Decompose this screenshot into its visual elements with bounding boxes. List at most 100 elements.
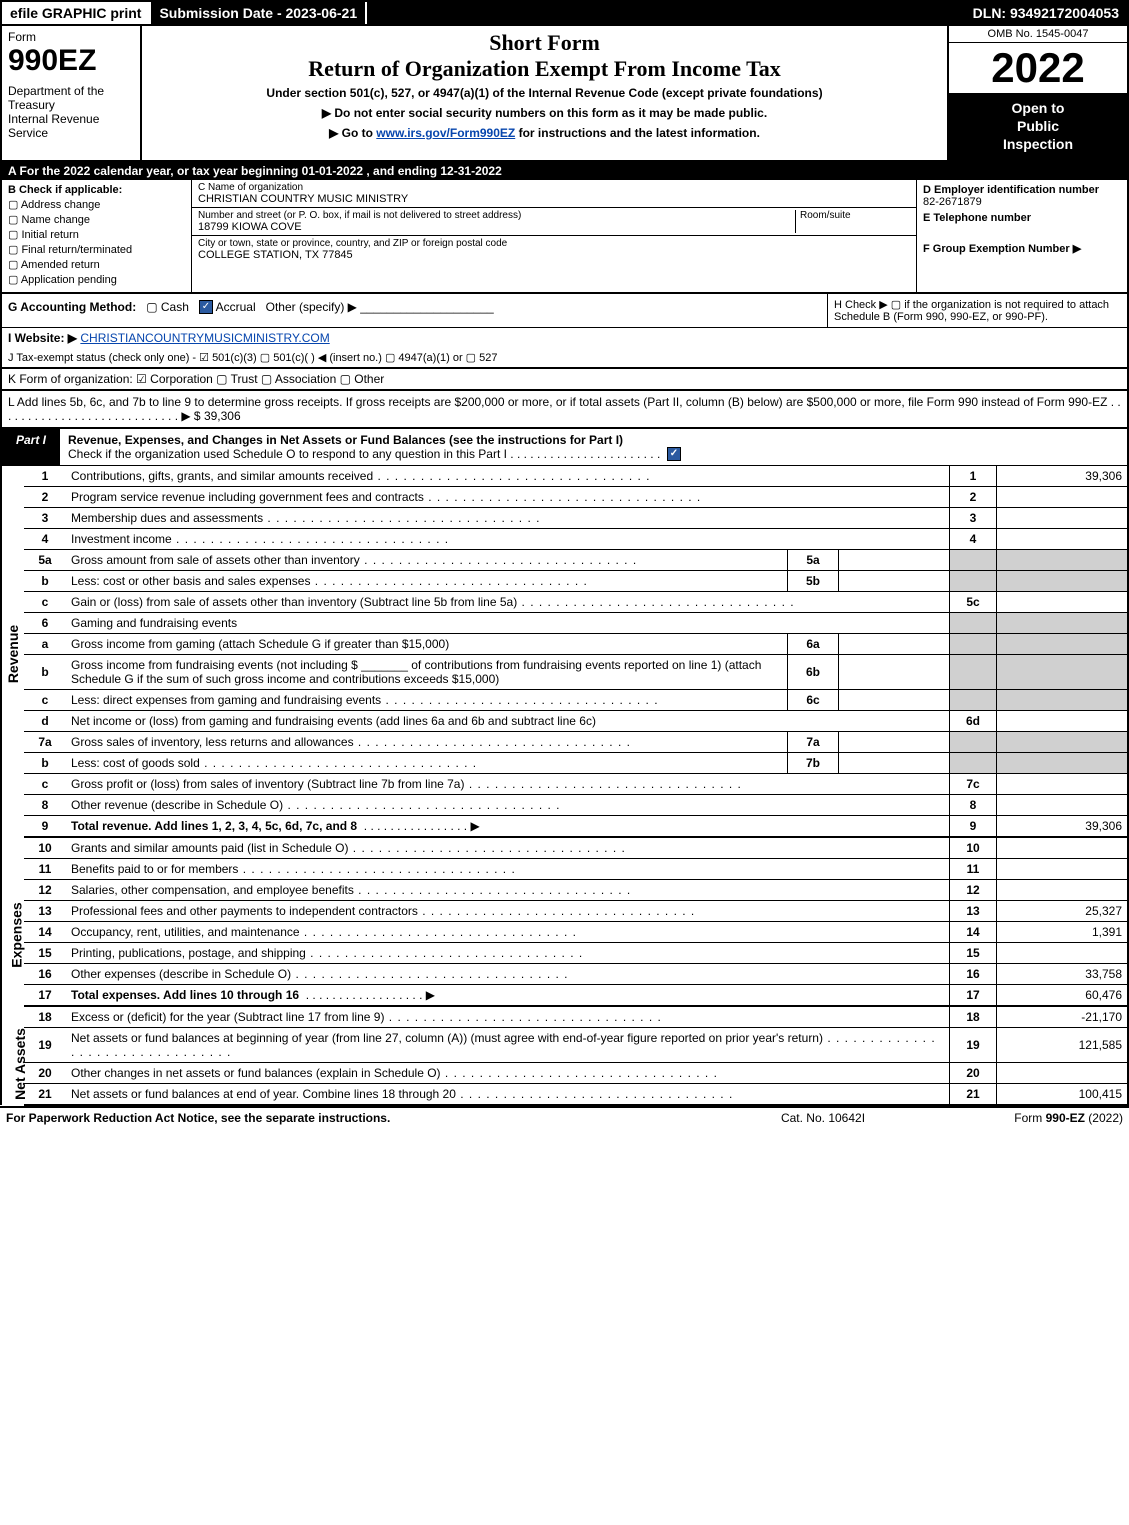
footer-left: For Paperwork Reduction Act Notice, see … bbox=[6, 1111, 723, 1125]
l3-desc: Membership dues and assessments bbox=[66, 508, 950, 529]
l3-val bbox=[997, 508, 1129, 529]
l9-num: 9 bbox=[24, 816, 66, 838]
l9-val: 39,306 bbox=[997, 816, 1129, 838]
city-cell: City or town, state or province, country… bbox=[192, 236, 916, 263]
l4-rnum: 4 bbox=[950, 529, 997, 550]
l7a-rval-grey bbox=[997, 732, 1129, 753]
chk-application-pending[interactable]: ▢ Application pending bbox=[8, 273, 185, 286]
l15-desc: Printing, publications, postage, and shi… bbox=[66, 943, 950, 964]
street-label: Number and street (or P. O. box, if mail… bbox=[198, 210, 795, 221]
part-1-label: Part I bbox=[2, 429, 60, 466]
org-name-cell: C Name of organization CHRISTIAN COUNTRY… bbox=[192, 180, 916, 208]
g-label: G Accounting Method: bbox=[8, 300, 136, 314]
l8-rnum: 8 bbox=[950, 795, 997, 816]
l6b-desc: Gross income from fundraising events (no… bbox=[66, 655, 788, 690]
l10-val bbox=[997, 837, 1129, 859]
row-6b: b Gross income from fundraising events (… bbox=[1, 655, 1128, 690]
chk-initial-return[interactable]: ▢ Initial return bbox=[8, 228, 185, 241]
chk-address-change[interactable]: ▢ Address change bbox=[8, 198, 185, 211]
l11-desc: Benefits paid to or for members bbox=[66, 859, 950, 880]
g-other[interactable]: Other (specify) ▶ bbox=[266, 300, 357, 314]
l9-rnum: 9 bbox=[950, 816, 997, 838]
chk-amended-return[interactable]: ▢ Amended return bbox=[8, 258, 185, 271]
l1-desc: Contributions, gifts, grants, and simila… bbox=[66, 466, 950, 487]
l5c-desc: Gain or (loss) from sale of assets other… bbox=[66, 592, 950, 613]
l10-num: 10 bbox=[24, 837, 66, 859]
g-cash[interactable]: Cash bbox=[161, 300, 189, 314]
row-12: 12 Salaries, other compensation, and emp… bbox=[1, 880, 1128, 901]
l5c-rnum: 5c bbox=[950, 592, 997, 613]
b-label: B Check if applicable: bbox=[8, 184, 185, 196]
l6-desc: Gaming and fundraising events bbox=[66, 613, 950, 634]
l13-desc: Professional fees and other payments to … bbox=[66, 901, 950, 922]
row-10: Expenses 10 Grants and similar amounts p… bbox=[1, 837, 1128, 859]
website-link[interactable]: CHRISTIANCOUNTRYMUSICMINISTRY.COM bbox=[80, 331, 329, 345]
row-21: 21 Net assets or fund balances at end of… bbox=[1, 1084, 1128, 1106]
section-bcd: B Check if applicable: ▢ Address change … bbox=[0, 180, 1129, 294]
l5a-desc: Gross amount from sale of assets other t… bbox=[66, 550, 788, 571]
open-inspection-box: Open to Public Inspection bbox=[949, 93, 1127, 160]
l6c-num: c bbox=[24, 690, 66, 711]
goto-post: for instructions and the latest informat… bbox=[519, 126, 760, 140]
l5c-val bbox=[997, 592, 1129, 613]
l6c-rnum-grey bbox=[950, 690, 997, 711]
l5a-subnum: 5a bbox=[788, 550, 839, 571]
schedule-o-check[interactable]: ✓ bbox=[667, 447, 681, 461]
l5b-rval-grey bbox=[997, 571, 1129, 592]
org-name: CHRISTIAN COUNTRY MUSIC MINISTRY bbox=[198, 193, 910, 205]
g-accrual: Accrual bbox=[216, 300, 256, 314]
row-7a: 7a Gross sales of inventory, less return… bbox=[1, 732, 1128, 753]
chk-final-return[interactable]: ▢ Final return/terminated bbox=[8, 243, 185, 256]
l10-rnum: 10 bbox=[950, 837, 997, 859]
row-15: 15 Printing, publications, postage, and … bbox=[1, 943, 1128, 964]
form-word: Form bbox=[8, 30, 134, 44]
city-value: COLLEGE STATION, TX 77845 bbox=[198, 249, 910, 261]
l6d-num: d bbox=[24, 711, 66, 732]
footer-formno: Form 990-EZ (2022) bbox=[923, 1111, 1123, 1125]
row-11: 11 Benefits paid to or for members 11 bbox=[1, 859, 1128, 880]
part-1-header: Part I Revenue, Expenses, and Changes in… bbox=[0, 429, 1129, 467]
l6a-desc: Gross income from gaming (attach Schedul… bbox=[66, 634, 788, 655]
goto-pre: ▶ Go to bbox=[329, 126, 376, 140]
efile-label[interactable]: efile GRAPHIC print bbox=[2, 2, 151, 24]
row-5c: c Gain or (loss) from sale of assets oth… bbox=[1, 592, 1128, 613]
l14-rnum: 14 bbox=[950, 922, 997, 943]
submission-date: Submission Date - 2023-06-21 bbox=[151, 2, 367, 24]
l6b-subval bbox=[839, 655, 950, 690]
ein-label: D Employer identification number bbox=[923, 184, 1121, 196]
chk-name-change[interactable]: ▢ Name change bbox=[8, 213, 185, 226]
city-label: City or town, state or province, country… bbox=[198, 238, 910, 249]
l20-num: 20 bbox=[24, 1063, 66, 1084]
l10-desc: Grants and similar amounts paid (list in… bbox=[66, 837, 950, 859]
l6a-subval bbox=[839, 634, 950, 655]
open3: Inspection bbox=[953, 135, 1123, 153]
irs-link[interactable]: www.irs.gov/Form990EZ bbox=[376, 126, 515, 140]
row-2: 2 Program service revenue including gove… bbox=[1, 487, 1128, 508]
row-7c: c Gross profit or (loss) from sales of i… bbox=[1, 774, 1128, 795]
l16-val: 33,758 bbox=[997, 964, 1129, 985]
l1-num: 1 bbox=[24, 466, 66, 487]
dept: Department of the Treasury bbox=[8, 84, 134, 112]
row-6d: d Net income or (loss) from gaming and f… bbox=[1, 711, 1128, 732]
g-accrual-check[interactable]: ✓ bbox=[199, 300, 213, 314]
l19-num: 19 bbox=[24, 1028, 66, 1063]
l4-desc: Investment income bbox=[66, 529, 950, 550]
row-6a: a Gross income from gaming (attach Sched… bbox=[1, 634, 1128, 655]
l6d-val bbox=[997, 711, 1129, 732]
l6d-desc: Net income or (loss) from gaming and fun… bbox=[66, 711, 950, 732]
l7b-subval bbox=[839, 753, 950, 774]
row-13: 13 Professional fees and other payments … bbox=[1, 901, 1128, 922]
open2: Public bbox=[953, 117, 1123, 135]
l13-num: 13 bbox=[24, 901, 66, 922]
l7a-desc: Gross sales of inventory, less returns a… bbox=[66, 732, 788, 753]
l15-rnum: 15 bbox=[950, 943, 997, 964]
part-1-title: Revenue, Expenses, and Changes in Net As… bbox=[60, 429, 1127, 466]
row-5a: 5a Gross amount from sale of assets othe… bbox=[1, 550, 1128, 571]
l12-num: 12 bbox=[24, 880, 66, 901]
l7b-desc: Less: cost of goods sold bbox=[66, 753, 788, 774]
omb-number: OMB No. 1545-0047 bbox=[949, 26, 1127, 43]
l11-rnum: 11 bbox=[950, 859, 997, 880]
row-19: 19 Net assets or fund balances at beginn… bbox=[1, 1028, 1128, 1063]
l5c-num: c bbox=[24, 592, 66, 613]
l18-rnum: 18 bbox=[950, 1006, 997, 1028]
